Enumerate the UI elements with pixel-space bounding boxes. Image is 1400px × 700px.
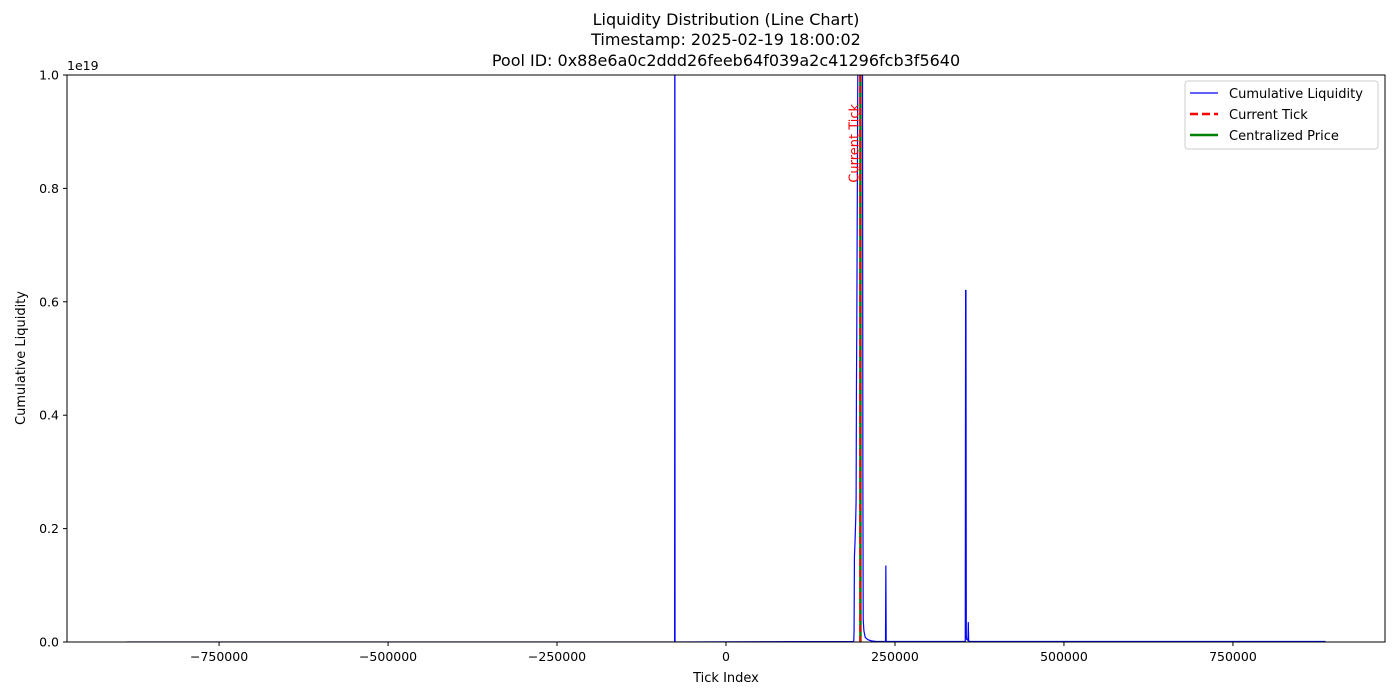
y-tick-label: 0.8 <box>39 181 59 196</box>
plot-area <box>126 75 1326 642</box>
x-tick-label: 0 <box>722 649 730 664</box>
y-tick-label: 0.0 <box>39 635 59 650</box>
x-tick-label: 750000 <box>1209 649 1257 664</box>
legend-label-current-tick: Current Tick <box>1229 108 1308 123</box>
title-line-2: Timestamp: 2025-02-19 18:00:02 <box>590 30 861 49</box>
title-line-3: Pool ID: 0x88e6a0c2ddd26feeb64f039a2c412… <box>492 51 960 70</box>
legend: Cumulative Liquidity Current Tick Centra… <box>1184 80 1379 150</box>
x-tick-label: −750000 <box>190 649 248 664</box>
legend-label-centralized-price: Centralized Price <box>1229 129 1339 144</box>
chart-title: Liquidity Distribution (Line Chart) Time… <box>492 10 960 70</box>
x-tick-label: −250000 <box>528 649 586 664</box>
y-tick-label: 0.4 <box>39 408 59 423</box>
legend-box <box>1184 80 1379 150</box>
legend-label-cumulative-liquidity: Cumulative Liquidity <box>1229 87 1363 102</box>
y-tick-label: 1.0 <box>39 68 59 83</box>
cumulative-liquidity-line <box>126 75 1326 642</box>
y-axis: 0.0 0.2 0.4 0.6 0.8 1.0 <box>39 68 67 650</box>
y-offset-label: 1e19 <box>67 58 99 73</box>
x-tick-label: 500000 <box>1040 649 1088 664</box>
plot-frame <box>66 74 1386 643</box>
x-tick-label: −500000 <box>359 649 417 664</box>
title-line-1: Liquidity Distribution (Line Chart) <box>593 10 860 29</box>
x-axis: −750000 −500000 −250000 0 250000 500000 750000 <box>190 642 1257 664</box>
y-axis-label: Cumulative Liquidity <box>14 291 29 425</box>
x-axis-label: Tick Index <box>692 671 759 686</box>
x-tick-label: 250000 <box>871 649 919 664</box>
current-tick-annotation: Current Tick <box>847 103 862 182</box>
y-tick-label: 0.2 <box>39 521 59 536</box>
annotations: Current Tick <box>847 103 862 182</box>
y-tick-label: 0.6 <box>39 294 59 309</box>
